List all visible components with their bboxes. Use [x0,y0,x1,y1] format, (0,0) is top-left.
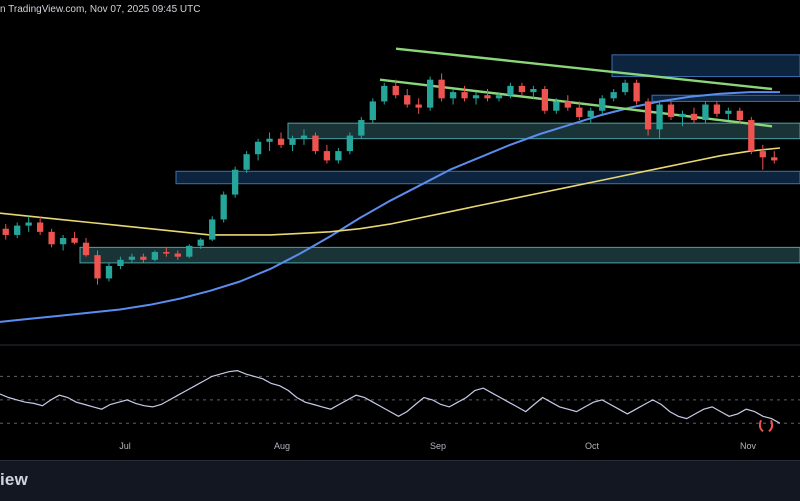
candle-body [667,104,675,117]
candle-body [358,120,365,136]
chart-header: n TradingView.com, Nov 07, 2025 09:45 UT… [0,0,800,20]
x-tick-label-sep: Sep [429,441,447,451]
x-tick-label-jul: Jul [119,441,131,451]
candle-body [702,104,709,121]
candle-body [186,245,193,257]
ema_slow-line [0,147,781,236]
candle-body [151,252,159,260]
candle-body [541,89,549,111]
rsi-line [0,369,781,424]
candle-body [621,82,629,93]
candle-body [725,110,732,114]
candle-body [518,85,526,93]
candle-body [507,85,514,96]
candle-body [346,135,354,152]
candle-body [553,101,560,111]
candle-body [736,110,744,121]
x-tick-label-aug: Aug [273,441,291,451]
price-chart-svg [0,47,800,433]
candle-body [679,113,686,117]
candle-body [392,85,399,96]
candle-body [289,138,296,145]
candle-body [209,219,216,240]
candle-body [300,135,308,139]
candle-body [656,104,663,130]
candle-body [71,238,78,243]
candle-body [461,92,468,99]
candle-body [771,157,778,161]
rsi-marker-right [768,419,774,433]
candle-body [82,242,90,256]
candle-body [163,252,170,254]
candle-body [25,222,32,226]
candle-body [415,104,422,108]
candle-body [254,141,262,155]
candle-body [36,222,44,232]
candle-body [599,98,606,111]
candle-body [94,255,101,279]
x-tick-label-nov: Nov [739,441,757,451]
candle-body [748,120,755,152]
candle-body [690,113,698,121]
candle-body [426,79,434,108]
x-tick-label-oct: Oct [584,441,600,451]
candle-body [564,101,571,108]
candle-body [438,79,445,99]
brand-logo-text: iew [0,470,29,489]
candle-body [323,151,331,161]
candle-body [335,151,342,161]
candle-body [713,104,721,114]
footer-bar: iew [0,460,800,501]
candle-body [576,107,583,117]
candle-body [59,238,67,245]
support-zone-1 [175,170,800,185]
chart-header-text: n TradingView.com, Nov 07, 2025 09:45 UT… [0,4,201,15]
candle-body [484,95,491,99]
candle-body [105,266,113,279]
candle-body [472,95,480,99]
candle-body [128,256,136,260]
candle-body [197,239,204,246]
candle-body [644,101,652,130]
candle-body [231,169,239,195]
channel-line-0 [395,47,773,91]
candle-body [530,89,537,93]
candle-body [312,135,319,152]
candle-body [48,231,55,245]
candle-body [14,225,21,235]
candle-body [140,256,147,260]
support-zone-4 [651,94,800,102]
chart-area[interactable] [0,20,800,460]
candle-body [381,85,388,102]
support-zone-3 [611,54,800,78]
candle-body [495,95,503,99]
candle-body [117,259,124,266]
candle-body [369,101,376,121]
support-zone-2 [79,246,800,264]
support-zone-0 [287,122,800,140]
candle-body [174,253,181,257]
candle-body [759,151,766,158]
candle-body [404,95,411,105]
rsi-marker-left [758,419,764,433]
candle-body [220,194,227,220]
candle-body [449,92,457,99]
candle-body [277,138,285,145]
candle-body [610,92,617,99]
candle-body [266,138,273,142]
candle-body [587,110,594,117]
candle-body [2,228,9,235]
candle-body [633,82,640,102]
candle-body [243,154,250,170]
